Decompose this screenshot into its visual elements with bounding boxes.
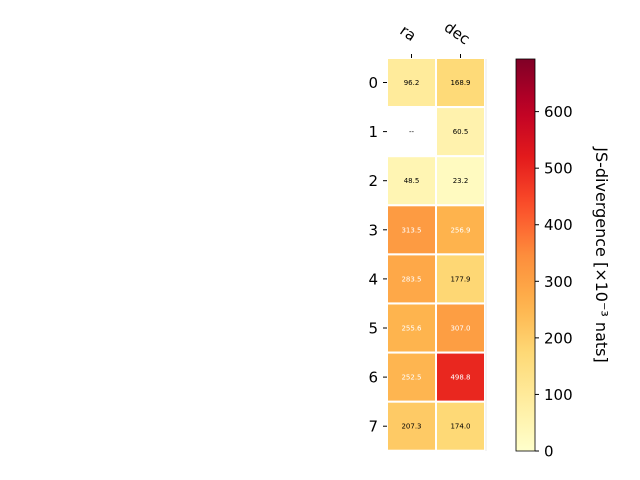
heatmap-cell-6-ra <box>388 353 435 401</box>
heatmap-cells: 96.2 168.9 -- 60.5 48.5 23.2 313.5 256.9 283.5 17… <box>388 59 487 451</box>
row-label-2: 2 <box>368 172 378 190</box>
heatmap-cell-5-dec <box>437 304 484 352</box>
cell-value-label: 283.5 <box>401 275 421 283</box>
colorbar-tick-label: 500 <box>544 160 573 178</box>
cell-value-label: 255.6 <box>401 325 422 333</box>
row-label-4: 4 <box>368 270 378 288</box>
row-label-7: 7 <box>368 418 378 436</box>
row-label-5: 5 <box>368 320 378 338</box>
cell-value-label: 60.5 <box>453 128 469 136</box>
row-labels: 0 1 2 3 4 5 6 7 <box>368 74 387 436</box>
column-labels: ra dec <box>397 18 473 58</box>
heatmap-cell-1-dec <box>437 108 484 156</box>
colorbar-tick-label: 100 <box>544 386 573 404</box>
column-label-ra: ra <box>397 21 420 45</box>
row-label-1: 1 <box>368 123 378 141</box>
cell-value-label: 252.5 <box>401 374 421 382</box>
cell-value-label: 207.3 <box>401 423 421 431</box>
colorbar-label: JS-divergence [×10⁻³ nats] <box>592 146 611 362</box>
colorbar-tick-label: 600 <box>544 103 573 121</box>
colorbar-gradient <box>515 58 536 452</box>
heatmap-cell-0-ra <box>388 59 435 106</box>
cell-value-label: 313.5 <box>401 226 421 234</box>
colorbar-ticks: 0 100 200 300 400 500 600 <box>535 103 573 461</box>
cell-value-label: 48.5 <box>404 177 420 185</box>
cell-value-label: -- <box>409 128 415 136</box>
heatmap-cell-5-ra <box>388 304 435 352</box>
cell-value-label: 177.9 <box>450 275 470 283</box>
heatmap-cell-4-dec <box>437 255 484 303</box>
heatmap-cell-6-dec <box>437 353 484 401</box>
heatmap-cell-3-dec <box>437 206 484 254</box>
column-label-dec: dec <box>441 18 473 48</box>
row-label-3: 3 <box>368 221 378 239</box>
colorbar-tick-label: 400 <box>544 216 573 234</box>
heatmap-cell-2-ra <box>388 157 435 205</box>
heatmap-cell-1-ra <box>388 108 435 156</box>
heatmap-cell-4-ra <box>388 255 435 303</box>
heatmap-cell-3-ra <box>388 206 435 254</box>
heatmap-cell-7-dec <box>437 402 484 450</box>
colorbar-tick-label: 200 <box>544 329 573 347</box>
heatmap-cell-2-dec <box>437 157 484 205</box>
cell-value-label: 174.0 <box>450 423 470 431</box>
cell-value-label: 96.2 <box>404 79 420 87</box>
colorbar: 0 100 200 300 400 500 600 JS-divergence [×10⁻³… <box>515 58 611 461</box>
heatmap-cell-0-dec <box>437 59 484 106</box>
colorbar-tick-label: 0 <box>544 443 554 461</box>
row-label-0: 0 <box>368 74 378 92</box>
colorbar-tick-label: 300 <box>544 273 573 291</box>
cell-value-label: 23.2 <box>453 177 469 185</box>
cell-value-label: 498.8 <box>450 374 470 382</box>
cell-value-label: 256.9 <box>450 226 470 234</box>
cell-value-label: 168.9 <box>450 79 470 87</box>
cell-value-label: 307.0 <box>450 325 470 333</box>
row-label-6: 6 <box>368 369 378 387</box>
heatmap-cell-7-ra <box>388 402 435 450</box>
